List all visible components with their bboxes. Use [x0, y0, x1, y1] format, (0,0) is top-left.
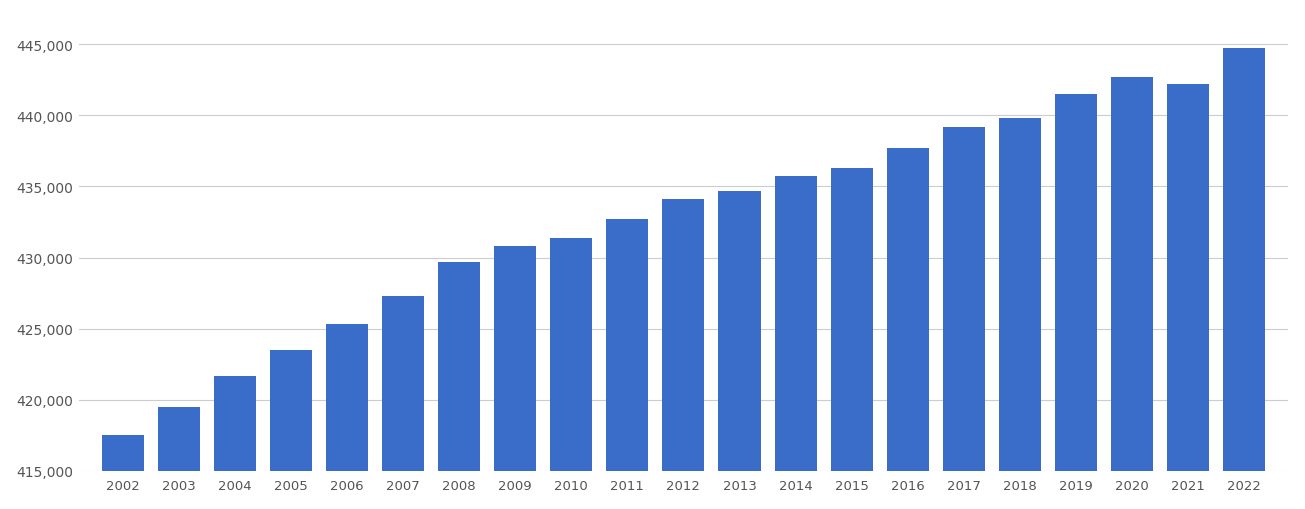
Bar	[942, 127, 985, 471]
Bar	[495, 247, 536, 471]
Bar	[382, 296, 424, 471]
Bar	[998, 119, 1041, 471]
Bar	[1054, 95, 1098, 471]
Bar	[326, 325, 368, 471]
Bar	[270, 350, 312, 471]
Bar	[551, 238, 592, 471]
Bar	[214, 376, 256, 471]
Bar	[719, 191, 761, 471]
Bar	[1111, 78, 1152, 471]
Bar	[102, 436, 144, 471]
Bar	[158, 407, 200, 471]
Bar	[775, 177, 817, 471]
Bar	[607, 220, 649, 471]
Bar	[1223, 49, 1265, 471]
Bar	[1167, 85, 1208, 471]
Bar	[438, 262, 480, 471]
Bar	[663, 200, 705, 471]
Bar	[830, 168, 873, 471]
Bar	[886, 149, 929, 471]
